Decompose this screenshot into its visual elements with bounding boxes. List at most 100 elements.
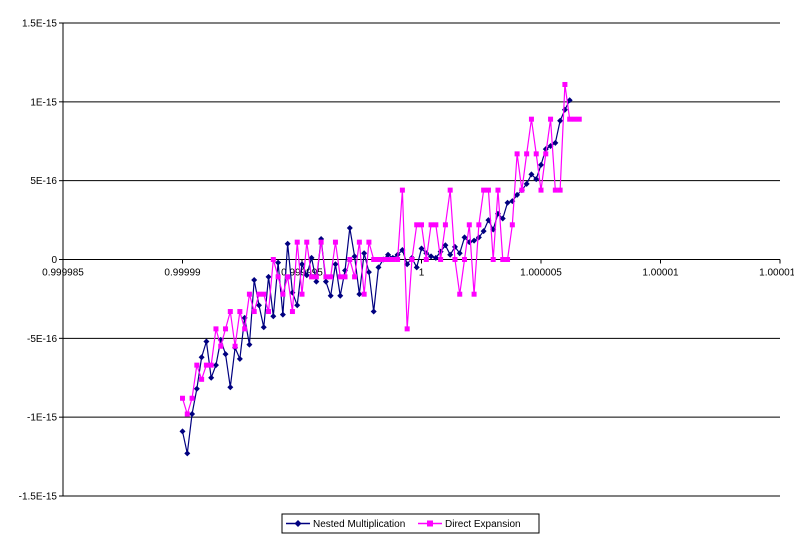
data-point [533, 151, 539, 157]
data-point [328, 274, 334, 280]
data-point [189, 411, 196, 418]
data-point [471, 237, 478, 244]
series-line [181, 99, 571, 454]
data-point [332, 239, 338, 245]
data-point [524, 151, 530, 157]
data-point [552, 139, 559, 146]
data-point [303, 272, 310, 279]
data-point [179, 428, 186, 435]
data-point [203, 362, 209, 368]
data-point [504, 199, 511, 206]
data-point [227, 309, 233, 315]
data-point [366, 239, 372, 245]
data-point [370, 308, 377, 315]
data-point [543, 151, 549, 157]
data-point [385, 257, 391, 262]
data-point [237, 309, 243, 315]
data-point [184, 411, 190, 417]
data-point [505, 257, 511, 262]
data-point [399, 187, 405, 193]
data-point [404, 261, 411, 268]
data-point [275, 259, 282, 266]
data-point [438, 257, 444, 262]
data-point [255, 302, 262, 309]
data-point [322, 278, 329, 285]
data-point [223, 326, 229, 332]
data-point [299, 261, 305, 268]
y-axis-tick-labels: 1.5E-15 1E-15 5E-16 0 -5E-16 -1E-15 -1.5E-15 [19, 19, 58, 503]
data-point [180, 395, 185, 401]
data-point [304, 239, 310, 245]
data-point [413, 264, 420, 271]
data-point [375, 264, 382, 271]
data-point [213, 326, 219, 332]
data-point [548, 116, 554, 122]
data-point [222, 351, 229, 358]
data-point [199, 376, 205, 382]
data-point [218, 343, 224, 349]
data-point [189, 395, 195, 401]
data-point [495, 187, 501, 193]
data-point [365, 269, 372, 276]
data-point [433, 222, 439, 228]
legend: Nested Multiplication Direct Expansion [281, 513, 540, 534]
data-point [480, 228, 487, 235]
data-point [490, 257, 496, 262]
data-point [313, 278, 320, 285]
x-tick-label: 1.00001 [642, 268, 679, 279]
data-point [428, 253, 435, 260]
y-tick-label: -5E-16 [27, 334, 57, 345]
data-point [567, 116, 573, 122]
data-point [375, 257, 381, 262]
data-point [194, 362, 200, 368]
data-point [457, 291, 463, 297]
data-point [294, 302, 301, 309]
data-point [270, 313, 277, 320]
data-point [280, 291, 286, 297]
data-point [251, 309, 257, 315]
data-point [499, 215, 506, 222]
data-point [299, 291, 305, 297]
data-point [208, 362, 214, 368]
data-point [318, 239, 324, 245]
x-tick-label: 0.999985 [42, 268, 84, 279]
data-point [251, 276, 258, 283]
data-point [571, 116, 577, 122]
plot-area: 1.5E-15 1E-15 5E-16 0 -5E-16 -1E-15 -1.5E-15 0… [19, 19, 794, 503]
data-point [275, 274, 281, 280]
data-point [419, 222, 424, 228]
data-point [337, 292, 344, 299]
data-point [313, 274, 319, 280]
data-point [232, 343, 238, 349]
data-point [481, 187, 487, 193]
y-tick-label: 5E-16 [30, 176, 57, 187]
data-point [227, 384, 234, 391]
data-point [500, 257, 506, 262]
data-point [332, 261, 339, 268]
data-point [208, 374, 215, 381]
data-point [390, 257, 396, 262]
data-point [432, 254, 439, 261]
data-point [351, 253, 358, 260]
data-point [308, 254, 315, 261]
data-point [557, 187, 563, 193]
data-point [528, 116, 534, 122]
data-point [447, 187, 453, 193]
x-tick-label: 1.000005 [520, 268, 562, 279]
data-point [309, 274, 315, 280]
series-direct-expansion [180, 81, 582, 417]
series-nested-multiplication [179, 97, 573, 457]
x-axis-tick-labels: 0.999985 0.99999 0.999995 1 1.000005 1.00001 1… [42, 268, 794, 279]
data-point [414, 222, 420, 228]
data-point [557, 117, 564, 124]
data-point [361, 291, 367, 297]
data-point [242, 326, 248, 332]
data-point [256, 291, 262, 297]
data-point [456, 250, 463, 257]
data-point [519, 187, 525, 193]
data-point [514, 151, 520, 157]
data-point [409, 257, 415, 262]
data-point [261, 291, 267, 297]
data-point [466, 222, 472, 228]
data-point [279, 311, 286, 318]
